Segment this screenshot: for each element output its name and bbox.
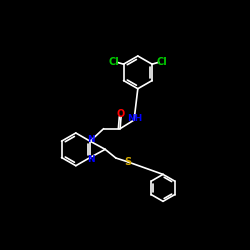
Text: N: N	[87, 135, 95, 144]
Text: Cl: Cl	[108, 57, 119, 67]
Text: O: O	[117, 109, 125, 119]
Text: Cl: Cl	[156, 57, 167, 67]
Text: N: N	[87, 155, 95, 164]
Text: NH: NH	[128, 114, 143, 122]
Text: S: S	[125, 157, 132, 167]
